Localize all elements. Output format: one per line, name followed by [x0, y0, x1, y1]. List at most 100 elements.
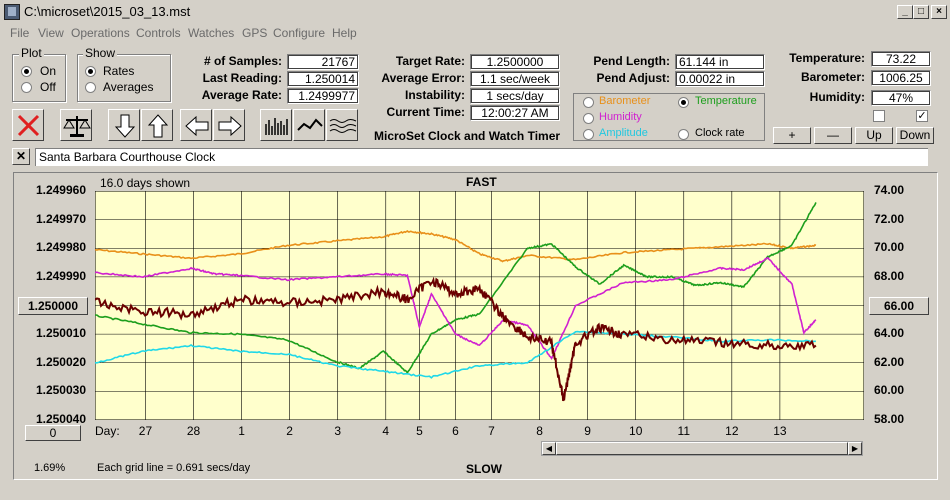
average-rate-field: 1.2499977: [287, 88, 359, 104]
menu-gps[interactable]: GPS: [242, 26, 268, 40]
grid-note: Each grid line = 0.691 secs/day: [97, 462, 251, 474]
maximize-button[interactable]: □: [913, 5, 929, 19]
day-tick: 8: [536, 424, 543, 438]
arrow-up-icon: [147, 114, 169, 138]
plot-off-radio[interactable]: [21, 82, 32, 93]
temperature-label: Temperature:: [789, 51, 865, 65]
sensor-barometer-radio[interactable]: [583, 97, 594, 108]
clear-button[interactable]: [12, 109, 44, 141]
show-group: [77, 54, 171, 102]
scale-plus-button[interactable]: +: [773, 127, 811, 144]
sensor-barometer-label: Barometer: [599, 95, 651, 107]
bars-view-button[interactable]: [260, 109, 292, 141]
right-axis-tick: 74.00: [874, 183, 905, 197]
sensor-temperature-radio[interactable]: [678, 97, 689, 108]
days-shown-label: 16.0 days shown: [100, 176, 191, 190]
left-axis-tick: 1.249990: [35, 268, 86, 283]
target-rate-field[interactable]: 1.2500000: [470, 54, 560, 70]
sensor-amplitude-radio[interactable]: [583, 129, 594, 140]
line-view-button[interactable]: [293, 109, 325, 141]
zoom-percent: 1.69%: [34, 462, 66, 474]
arrow-left-icon: [185, 115, 209, 137]
scale-minus-button[interactable]: —: [814, 127, 852, 144]
left-axis-tick: 1.250010: [35, 326, 86, 341]
title-bar: C:\microset\2015_03_13.mst _ □ ×: [0, 0, 950, 24]
series-barometer: [95, 230, 817, 263]
scale-down-button[interactable]: Down: [896, 127, 934, 144]
menu-view[interactable]: View: [38, 26, 64, 40]
menu-operations[interactable]: Operations: [71, 26, 130, 40]
pend-adjust-field[interactable]: 0.00022 in: [675, 71, 765, 87]
sensor-clock-rate-radio[interactable]: [678, 129, 689, 140]
sensor-humidity-radio[interactable]: [583, 113, 594, 124]
show-averages-label: Averages: [103, 80, 154, 94]
wave-view-button[interactable]: [326, 109, 358, 141]
temperature-field: 73.22: [871, 51, 931, 67]
current-time-field: 12:00:27 AM: [470, 105, 560, 121]
day-tick: 6: [452, 424, 459, 438]
scroll-left-arrow[interactable]: ◀: [542, 442, 556, 455]
sensor-temperature-label: Temperature: [695, 95, 757, 107]
average-rate-label: Average Rate:: [201, 88, 282, 102]
arrow-left-button[interactable]: [180, 109, 212, 141]
rate-plot: [95, 191, 864, 420]
right-axis-tick: 72.00: [874, 211, 905, 226]
close-button[interactable]: ×: [931, 5, 947, 19]
left-axis-tick: 1.250020: [35, 354, 86, 369]
arrow-right-button[interactable]: [213, 109, 245, 141]
average-error-label: Average Error:: [381, 71, 465, 85]
balance-scale-icon: [63, 116, 91, 137]
menu-controls[interactable]: Controls: [136, 26, 181, 40]
day-tick: 5: [416, 424, 423, 438]
plot-group-title: Plot: [19, 46, 44, 60]
sensor-select-box: [573, 93, 765, 141]
scroll-right-arrow[interactable]: ▶: [848, 442, 862, 455]
arrow-down-button[interactable]: [108, 109, 140, 141]
center-sensor-button[interactable]: 66.00: [869, 297, 929, 315]
arrow-down-icon: [114, 114, 136, 138]
day-tick: 1: [238, 424, 245, 438]
last-reading-field: 1.250014: [287, 71, 359, 87]
day-tick: 3: [334, 424, 342, 438]
left-axis-tick: 1.249970: [35, 211, 86, 226]
show-rates-label: Rates: [103, 64, 135, 78]
balance-button[interactable]: [60, 109, 92, 141]
right-axis-tick: 64.00: [874, 326, 905, 341]
show-averages-radio[interactable]: [85, 82, 96, 93]
clock-name-input[interactable]: Santa Barbara Courthouse Clock: [35, 148, 928, 166]
menu-watches[interactable]: Watches: [188, 26, 235, 40]
sensor-humidity-label: Humidity: [599, 111, 642, 123]
clear-x-icon: [17, 114, 40, 137]
wave-icon: [329, 119, 357, 133]
time-scrollbar[interactable]: ◀ ▶: [541, 441, 863, 456]
minimize-button[interactable]: _: [897, 5, 913, 19]
menu-help[interactable]: Help: [332, 26, 357, 40]
offset-zero-button[interactable]: 0: [25, 425, 81, 441]
instability-label: Instability:: [404, 88, 465, 102]
plot-on-radio[interactable]: [21, 66, 32, 77]
last-reading-label: Last Reading:: [202, 71, 282, 85]
fast-label: FAST: [466, 175, 497, 189]
plot-on-label: On: [40, 64, 57, 78]
scale-up-button[interactable]: Up: [855, 127, 893, 144]
show-rates-radio[interactable]: [85, 66, 96, 77]
center-rate-button[interactable]: 1.250000: [18, 297, 88, 315]
menu-configure[interactable]: Configure: [273, 26, 326, 40]
series-humidity: [95, 256, 817, 360]
menu-file[interactable]: File: [10, 26, 30, 40]
pend-length-label: Pend Length:: [593, 54, 670, 68]
option-checkbox-1[interactable]: [873, 110, 885, 122]
pend-adjust-label: Pend Adjust:: [596, 71, 670, 85]
series-clock-rate: [95, 276, 817, 402]
close-clock-button[interactable]: ✕: [12, 148, 30, 165]
sensor-clock-rate-label: Clock rate: [695, 127, 745, 139]
arrow-up-button[interactable]: [141, 109, 173, 141]
scroll-thumb[interactable]: [556, 442, 848, 455]
plot-group: [12, 54, 66, 102]
option-checkbox-2[interactable]: ✓: [916, 110, 928, 122]
chart-panel: [13, 172, 938, 480]
line-chart-icon: [297, 118, 323, 131]
day-tick: 12: [725, 424, 739, 438]
show-group-title: Show: [83, 46, 118, 60]
pend-length-field: 61.144 in: [675, 54, 765, 70]
